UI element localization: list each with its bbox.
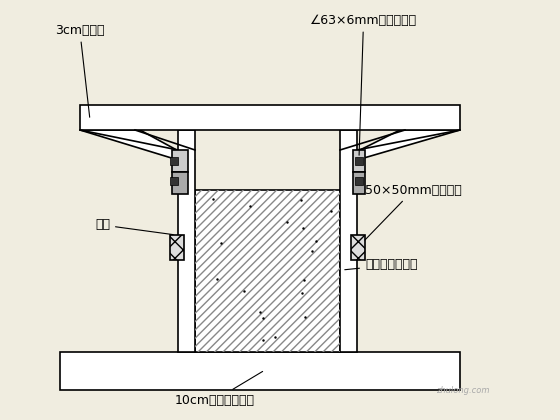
Polygon shape	[80, 130, 195, 160]
Bar	[170, 177, 178, 185]
Text: 3cm厚木板: 3cm厚木板	[55, 24, 105, 117]
Bar	[355, 177, 363, 185]
Bar	[195, 190, 340, 352]
Bar	[353, 172, 365, 194]
Bar	[80, 105, 460, 130]
Text: zhulong.com: zhulong.com	[436, 386, 490, 395]
Bar	[355, 157, 363, 165]
Bar	[172, 172, 188, 194]
Bar	[351, 235, 365, 260]
Bar	[170, 235, 184, 260]
Polygon shape	[340, 130, 460, 160]
Text: 撑杆: 撑杆	[95, 218, 173, 235]
Bar	[195, 190, 340, 352]
Bar	[340, 130, 357, 352]
Bar	[60, 352, 460, 390]
Bar	[353, 150, 365, 172]
Bar	[178, 130, 195, 352]
Bar	[172, 150, 188, 172]
Text: 第一次预制板桩: 第一次预制板桩	[345, 258, 418, 271]
Text: 50×50mm调整木塞: 50×50mm调整木塞	[365, 184, 462, 240]
Bar	[170, 157, 178, 165]
Text: 10cm厚混凝土台座: 10cm厚混凝土台座	[175, 371, 263, 407]
Text: ∠63×6mm的角钢卡口: ∠63×6mm的角钢卡口	[310, 13, 417, 155]
